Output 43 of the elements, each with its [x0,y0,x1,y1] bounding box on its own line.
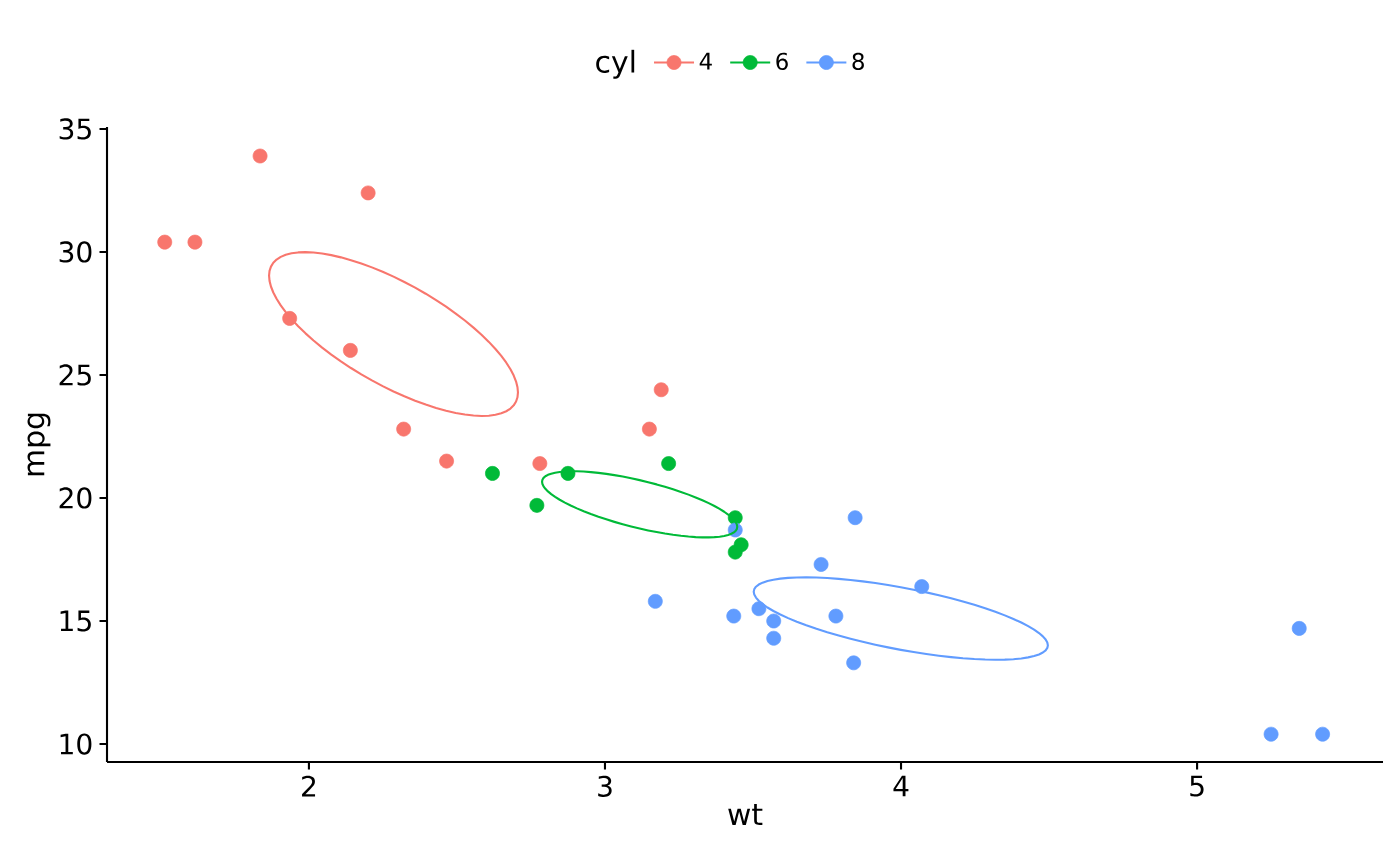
point [766,630,782,646]
point [766,613,782,629]
point [846,655,862,671]
point [847,510,863,526]
x-tick-label: 2 [302,775,316,797]
y-tick-label: 35 [59,118,91,140]
legend-label: 8 [852,52,864,70]
point [252,148,268,164]
legend-label: 6 [776,52,788,70]
y-tick-label: 30 [59,241,92,263]
x-tick-label: 5 [1190,775,1204,797]
point [1263,726,1279,742]
x-axis-title: wt [728,804,763,825]
point [485,466,500,481]
y-tick-label: 25 [59,364,91,386]
x-tick-label: 4 [893,775,909,797]
point [396,421,412,437]
point [1291,621,1307,636]
point [647,593,663,609]
point [187,234,203,250]
x-tick-label: 3 [598,775,612,797]
point [828,608,844,624]
point [751,601,767,617]
point [439,453,454,469]
point [813,557,829,572]
point [342,343,358,358]
point [661,456,676,471]
point [1315,726,1330,742]
y-tick-label: 15 [60,610,91,632]
y-axis-title: mpg [27,413,51,476]
point [532,456,548,471]
point [157,234,173,250]
point [653,382,669,398]
legend-title: cyl [596,49,635,79]
point [642,421,657,437]
point [914,579,930,594]
point [726,608,742,624]
y-tick-label: 10 [60,733,92,755]
point [529,498,545,513]
point [727,544,743,560]
legend-label: 4 [699,52,712,70]
y-tick-label: 20 [59,487,92,509]
point [360,185,376,201]
